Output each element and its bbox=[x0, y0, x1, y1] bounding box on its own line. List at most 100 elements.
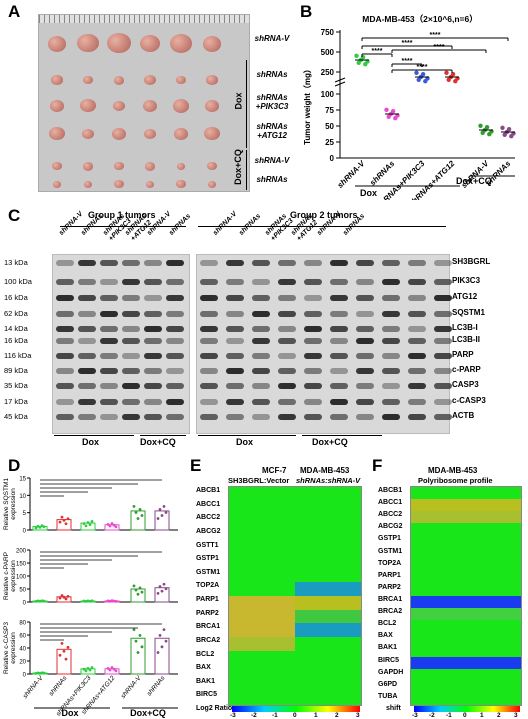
band bbox=[78, 414, 96, 420]
e-scale-tick: 1 bbox=[314, 712, 318, 719]
kda-label: 14 kDa bbox=[4, 324, 28, 333]
d-point bbox=[60, 641, 64, 645]
d-ytick-label: 80 bbox=[19, 621, 26, 627]
group1-title: Group 1 tumors bbox=[88, 210, 156, 220]
protein-label: LC3B-I bbox=[452, 323, 478, 332]
d-point bbox=[162, 504, 166, 508]
d-point bbox=[62, 595, 66, 599]
d-ytick-label: 0 bbox=[23, 529, 27, 535]
d-point bbox=[134, 639, 138, 643]
tumor-sample bbox=[113, 75, 125, 85]
d-point bbox=[132, 504, 136, 508]
d-point bbox=[114, 525, 118, 529]
blot-group1 bbox=[52, 254, 190, 434]
band bbox=[122, 353, 140, 359]
band bbox=[304, 399, 322, 405]
b-data-point bbox=[354, 53, 359, 58]
d-point bbox=[42, 525, 46, 529]
d-point bbox=[132, 628, 136, 632]
d-point bbox=[164, 587, 168, 591]
tumor-sample bbox=[114, 162, 124, 171]
e-gene-label: BRCA2 bbox=[196, 636, 221, 644]
d-ytick-label: 0 bbox=[23, 673, 27, 679]
tumor-sample bbox=[208, 181, 216, 188]
d-point bbox=[158, 508, 162, 511]
band bbox=[252, 326, 270, 332]
band bbox=[100, 368, 118, 374]
band bbox=[278, 399, 296, 405]
kda-label: 17 kDa bbox=[4, 397, 28, 406]
e-header2: MDA-MB-453 bbox=[300, 466, 350, 475]
band bbox=[330, 368, 348, 374]
f-gene-label: ABCC2 bbox=[378, 511, 403, 519]
band bbox=[56, 311, 74, 317]
band bbox=[56, 295, 74, 301]
e-heatmap bbox=[228, 486, 362, 706]
band bbox=[252, 295, 270, 301]
d-point bbox=[90, 599, 94, 603]
band bbox=[252, 399, 270, 405]
d-xlabel: shRNA-V bbox=[120, 674, 143, 700]
band bbox=[382, 383, 400, 389]
band bbox=[200, 399, 218, 405]
d-point bbox=[156, 651, 160, 654]
tumor-sample bbox=[80, 99, 96, 113]
band bbox=[144, 383, 162, 389]
d-ytick-label: 5 bbox=[23, 511, 27, 517]
sig-stars: **** bbox=[430, 32, 441, 39]
b-doxcq: Dox+CQ bbox=[456, 176, 492, 186]
d-point bbox=[140, 514, 144, 517]
e-cell bbox=[229, 623, 295, 637]
e-gene-label: BRCA1 bbox=[196, 623, 221, 631]
band bbox=[166, 414, 184, 420]
tumor-sample bbox=[139, 34, 160, 52]
tumor-sample bbox=[207, 162, 217, 171]
sig-stars: **** bbox=[417, 64, 428, 71]
protein-label: c-PARP bbox=[452, 365, 481, 374]
e-cell bbox=[295, 582, 361, 596]
e-cell bbox=[295, 596, 361, 610]
e-gene-label: ABCB1 bbox=[196, 487, 221, 494]
kda-label: 89 kDa bbox=[4, 366, 28, 375]
doxcq-label-a: Dox+CQ bbox=[232, 149, 243, 185]
b-ylabel: Tumor weight（mg） bbox=[302, 65, 312, 145]
d-point bbox=[140, 645, 144, 649]
d-ytick-label: 0 bbox=[23, 601, 27, 607]
band bbox=[226, 338, 244, 344]
panel-label-d: D bbox=[8, 456, 21, 475]
tumor-sample bbox=[202, 35, 222, 52]
d-point bbox=[82, 667, 86, 671]
band bbox=[408, 326, 426, 332]
e-gene-label: BAK1 bbox=[196, 677, 216, 685]
row-label-shrna-v: shRNA-V bbox=[254, 34, 290, 43]
d-ytick-label: 20 bbox=[19, 660, 26, 666]
band bbox=[434, 399, 452, 405]
tumor-sample bbox=[142, 99, 158, 113]
sig-stars: **** bbox=[402, 40, 413, 47]
band bbox=[356, 414, 374, 420]
f-gene-label: BRCA1 bbox=[378, 596, 403, 603]
band bbox=[226, 353, 244, 359]
d-bar bbox=[130, 588, 146, 603]
d-point bbox=[138, 508, 142, 511]
band bbox=[100, 353, 118, 359]
band bbox=[330, 260, 348, 266]
f-gene-label: TUBA bbox=[378, 692, 398, 700]
band bbox=[200, 353, 218, 359]
d-point bbox=[160, 514, 164, 517]
tumor-sample bbox=[81, 128, 95, 140]
band bbox=[166, 279, 184, 285]
protein-label: c-CASP3 bbox=[452, 396, 486, 405]
band bbox=[100, 399, 118, 405]
b-data-point bbox=[384, 107, 389, 113]
kda-label: 16 kDa bbox=[4, 293, 28, 302]
band bbox=[434, 279, 452, 285]
d-point bbox=[160, 645, 164, 649]
e-scale-tick: 3 bbox=[356, 712, 360, 719]
d-point bbox=[58, 520, 62, 524]
d-xlabel: shRNAs bbox=[48, 674, 69, 697]
row-label-shrna-v-cq: shRNA-V bbox=[254, 156, 290, 165]
d-point bbox=[90, 520, 94, 523]
band bbox=[226, 260, 244, 266]
